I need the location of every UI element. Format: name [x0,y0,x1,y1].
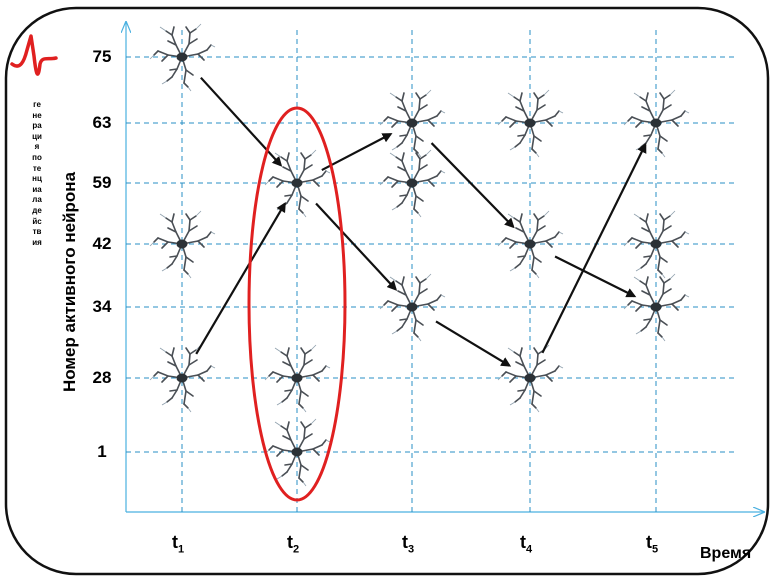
y-tick-label: 59 [92,173,112,192]
x-tick-main: t [646,532,652,552]
connection-arrow [200,76,283,167]
x-tick-label: t2 [287,532,299,556]
x-tick-main: t [287,532,293,552]
x-tick-subscript: 3 [408,543,415,556]
x-tick-main: t [172,532,178,552]
side-caption: генерация потенциала действия [32,100,42,247]
y-tick-label: 63 [92,113,112,132]
x-tick-subscript: 1 [178,543,185,556]
y-tick-label: 75 [92,47,112,66]
connection-arrow [554,255,637,298]
y-tick-label: 1 [97,442,107,461]
x-tick-label: t3 [402,532,414,556]
x-tick-subscript: 2 [293,543,300,556]
connection-arrow [541,142,647,354]
x-tick-subscript: 5 [652,543,659,556]
x-tick-label: t1 [172,532,184,556]
y-tick-label: 42 [92,234,112,253]
connection-arrow [195,201,286,355]
connection-arrow [430,142,515,229]
x-tick-subscript: 4 [526,543,533,556]
diagram-frame [4,6,770,576]
connection-arrow [435,320,512,367]
y-tick-label: 28 [92,368,112,387]
x-tick-label: t5 [646,532,658,556]
x-tick-main: t [520,532,526,552]
connection-arrow [315,202,398,291]
x-axis-label: Время [700,545,752,562]
highlight-ellipse [247,106,347,502]
y-tick-label: 34 [92,297,112,316]
y-axis-label: Номер активного нейрона [60,171,79,393]
connection-arrow [321,133,393,172]
x-tick-label: t4 [520,532,532,556]
x-tick-main: t [402,532,408,552]
action-potential-spike-icon [10,34,58,76]
